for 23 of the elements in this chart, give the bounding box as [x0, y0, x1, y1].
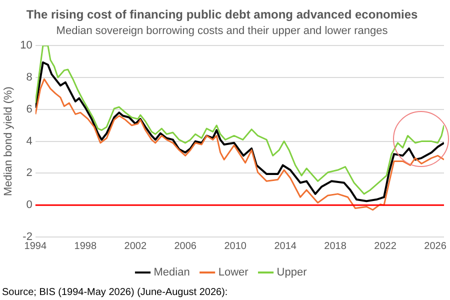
y-tick-label: -2 [22, 231, 32, 244]
legend-label: Upper [276, 266, 308, 279]
y-tick-label: 6 [26, 103, 32, 116]
legend-label: Lower [218, 266, 249, 279]
y-tick-label: 2 [26, 167, 32, 180]
y-tick-label: 0 [26, 199, 32, 212]
x-tick-label: 2026 [424, 240, 447, 252]
y-tick-label: 8 [26, 72, 32, 84]
x-tick-label: 2006 [174, 240, 197, 252]
x-tick-label: 2022 [374, 240, 397, 252]
x-tick-label: 1998 [74, 240, 97, 252]
y-axis-title: Median bond yield (%) [2, 86, 15, 196]
source-note: Source; BIS (1994-May 2026) (June-August 2026): [2, 286, 228, 298]
x-tick-label: 2010 [224, 240, 247, 252]
x-tick-label: 1994 [24, 240, 47, 252]
legend-label: Median [154, 266, 190, 279]
chart-title: The rising cost of financing public debt among advanced economies [26, 8, 418, 22]
y-tick-label: 10 [20, 40, 32, 52]
x-tick-label: 2014 [274, 240, 297, 252]
x-tick-label: 2002 [124, 240, 147, 252]
y-tick-label: 4 [26, 135, 32, 148]
x-tick-label: 2018 [324, 240, 347, 252]
chart-subtitle: Median sovereign borrowing costs and their upper and lower ranges [56, 25, 388, 38]
